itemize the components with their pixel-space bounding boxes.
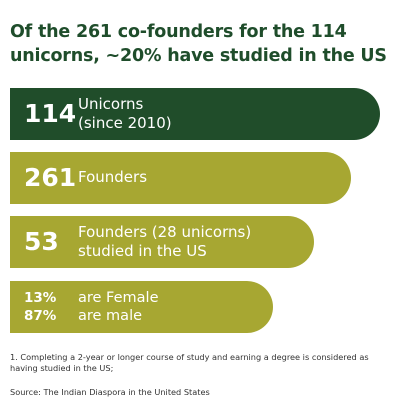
bar-founders: 261 Founders [10,152,351,204]
bar-value: 114 [24,99,77,128]
bar-value-male: 87% [24,308,57,324]
bar-value: 53 [24,227,59,256]
bar-label: Founders (28 unicorns) [78,223,252,241]
bar-label-sub: studied in the US [78,242,207,260]
bar-label-female: are Female [78,290,159,306]
chart-title: Of the 261 co-founders for the 114 unico… [10,22,387,66]
bar-studied-in-us: 53 Founders (28 unicorns) studied in the… [10,216,314,268]
bar-unicorns: 114 Unicorns (since 2010) [10,88,380,140]
bar-label: Founders [78,168,148,186]
bar-label-male: are male [78,308,143,324]
bar-gender-split: 13% 87% are Female are male [10,281,273,333]
footnote: 1. Completing a 2-year or longer course … [10,352,369,373]
bar-label-sub: (since 2010) [78,114,172,132]
source-note: Source: The Indian Diaspora in the Unite… [10,387,210,397]
bar-value: 261 [24,163,77,192]
bar-value-female: 13% [24,290,57,306]
bar-label: Unicorns [78,95,144,113]
